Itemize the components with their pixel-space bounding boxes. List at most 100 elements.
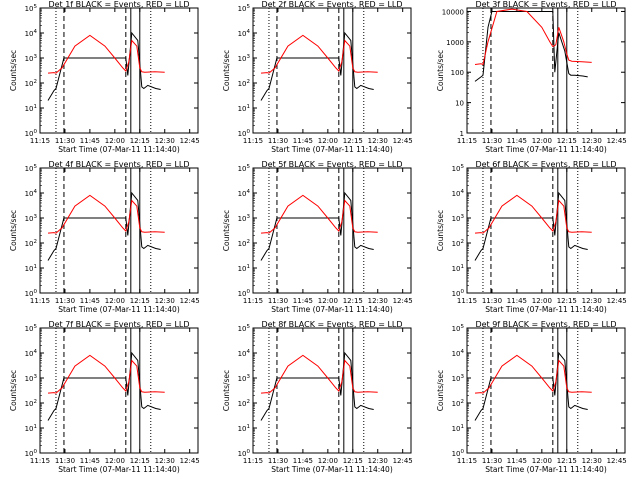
plot-frame xyxy=(466,7,626,134)
plot-frame xyxy=(252,167,412,294)
y-tick-label: 103 xyxy=(25,214,38,223)
x-tick-label: 12:45 xyxy=(180,137,200,145)
x-tick-label: 12:45 xyxy=(393,297,413,305)
x-tick-label: 11:15 xyxy=(457,297,477,305)
x-tick-label: 12:00 xyxy=(532,297,552,305)
y-tick-label: 102 xyxy=(25,239,37,248)
y-axis-label: Counts/sec xyxy=(222,370,231,411)
y-tick-label: 102 xyxy=(25,79,37,88)
panel-8: Det 8f BLACK = Events, RED = LLD 100 101 10… xyxy=(222,320,413,474)
y-tick-label: 100 xyxy=(25,289,38,298)
y-axis-label: Counts/sec xyxy=(436,50,445,91)
plot-frame xyxy=(39,327,199,454)
x-tick-label: 11:45 xyxy=(507,297,527,305)
panel-title: Det 6f BLACK = Events, RED = LLD xyxy=(475,160,616,169)
y-tick-label: 105 xyxy=(238,324,251,333)
y-tick-label: 105 xyxy=(25,164,38,173)
x-tick-label: 12:30 xyxy=(368,137,388,145)
x-tick-label: 11:15 xyxy=(243,137,263,145)
x-tick-label: 12:45 xyxy=(607,137,627,145)
y-tick-label: 103 xyxy=(238,214,251,223)
series-events-line xyxy=(47,351,161,421)
series-lld-line xyxy=(260,34,378,74)
series-events-line xyxy=(260,31,374,101)
y-tick-label: 102 xyxy=(452,399,464,408)
x-tick-label: 11:15 xyxy=(30,297,50,305)
series-events-line xyxy=(260,191,374,261)
x-tick-label: 12:30 xyxy=(582,457,602,465)
y-tick-label: 100 xyxy=(451,69,464,77)
x-tick-label: 11:45 xyxy=(293,297,313,305)
y-tick-label: 102 xyxy=(25,399,37,408)
x-tick-label: 11:30 xyxy=(482,457,502,465)
x-tick-label: 12:00 xyxy=(105,137,125,145)
panel-title: Det 9f BLACK = Events, RED = LLD xyxy=(475,320,616,329)
x-tick-label: 11:30 xyxy=(55,297,75,305)
y-tick-label: 10 xyxy=(455,100,464,108)
y-tick-label: 104 xyxy=(238,29,251,38)
plot-frame xyxy=(39,167,199,294)
x-tick-label: 11:45 xyxy=(293,457,313,465)
y-tick-label: 105 xyxy=(238,4,251,13)
series-events-line xyxy=(474,191,588,261)
x-tick-label: 11:15 xyxy=(457,137,477,145)
plot-frame xyxy=(252,7,412,134)
y-tick-label: 101 xyxy=(238,424,250,433)
plot-frame xyxy=(466,327,626,454)
x-tick-label: 11:15 xyxy=(243,297,263,305)
x-axis-label: Start Time (07-Mar-11 11:14:40) xyxy=(271,305,393,314)
x-tick-label: 12:00 xyxy=(318,297,338,305)
x-tick-label: 11:15 xyxy=(243,457,263,465)
panel-7: Det 7f BLACK = Events, RED = LLD 100 101 10… xyxy=(9,320,200,474)
y-tick-label: 105 xyxy=(238,164,251,173)
panel-3: Det 3f BLACK = Events, RED = LLD 1 10 100 10… xyxy=(436,0,627,154)
x-tick-label: 11:15 xyxy=(30,137,50,145)
x-tick-label: 12:30 xyxy=(155,457,175,465)
y-tick-label: 104 xyxy=(238,349,251,358)
y-axis-label: Counts/sec xyxy=(9,50,18,91)
plot-frame xyxy=(252,327,412,454)
x-tick-label: 12:30 xyxy=(368,297,388,305)
x-tick-label: 11:15 xyxy=(30,457,50,465)
x-axis-label: Start Time (07-Mar-11 11:14:40) xyxy=(271,145,393,154)
y-axis-label: Counts/sec xyxy=(436,210,445,251)
x-axis-label: Start Time (07-Mar-11 11:14:40) xyxy=(271,465,393,474)
panel-6: Det 6f BLACK = Events, RED = LLD 100 101 10… xyxy=(436,160,627,314)
y-tick-label: 101 xyxy=(25,424,37,433)
x-tick-label: 11:45 xyxy=(507,137,527,145)
x-axis-label: Start Time (07-Mar-11 11:14:40) xyxy=(58,145,180,154)
y-tick-label: 101 xyxy=(25,104,37,113)
y-tick-label: 100 xyxy=(452,449,465,458)
x-tick-label: 11:30 xyxy=(55,457,75,465)
y-axis-label: Counts/sec xyxy=(222,210,231,251)
x-tick-label: 11:45 xyxy=(80,137,100,145)
x-axis-label: Start Time (07-Mar-11 11:14:40) xyxy=(485,305,607,314)
x-tick-label: 11:30 xyxy=(482,297,502,305)
y-axis-label: Counts/sec xyxy=(222,50,231,91)
x-tick-label: 11:30 xyxy=(268,137,288,145)
series-lld-line xyxy=(260,354,378,394)
x-tick-label: 12:15 xyxy=(557,137,577,145)
y-tick-label: 100 xyxy=(25,449,38,458)
x-tick-label: 12:15 xyxy=(343,457,363,465)
series-lld-line xyxy=(47,354,165,394)
y-tick-label: 103 xyxy=(238,374,251,383)
panel-1: Det 1f BLACK = Events, RED = LLD 100 101 10… xyxy=(9,0,200,154)
y-tick-label: 100 xyxy=(25,129,38,138)
y-axis-label: Counts/sec xyxy=(9,210,18,251)
x-tick-label: 12:15 xyxy=(130,297,150,305)
y-tick-label: 104 xyxy=(25,189,38,198)
series-lld-line xyxy=(474,194,592,234)
x-tick-label: 11:30 xyxy=(268,457,288,465)
y-tick-label: 105 xyxy=(25,4,38,13)
y-tick-label: 104 xyxy=(452,189,465,198)
panel-title: Det 4f BLACK = Events, RED = LLD xyxy=(48,160,189,169)
x-tick-label: 12:15 xyxy=(557,297,577,305)
y-tick-label: 1 xyxy=(460,130,464,138)
y-tick-label: 100 xyxy=(238,289,251,298)
panel-title: Det 5f BLACK = Events, RED = LLD xyxy=(261,160,402,169)
y-tick-label: 103 xyxy=(25,374,38,383)
panel-title: Det 8f BLACK = Events, RED = LLD xyxy=(261,320,402,329)
x-tick-label: 11:45 xyxy=(80,457,100,465)
